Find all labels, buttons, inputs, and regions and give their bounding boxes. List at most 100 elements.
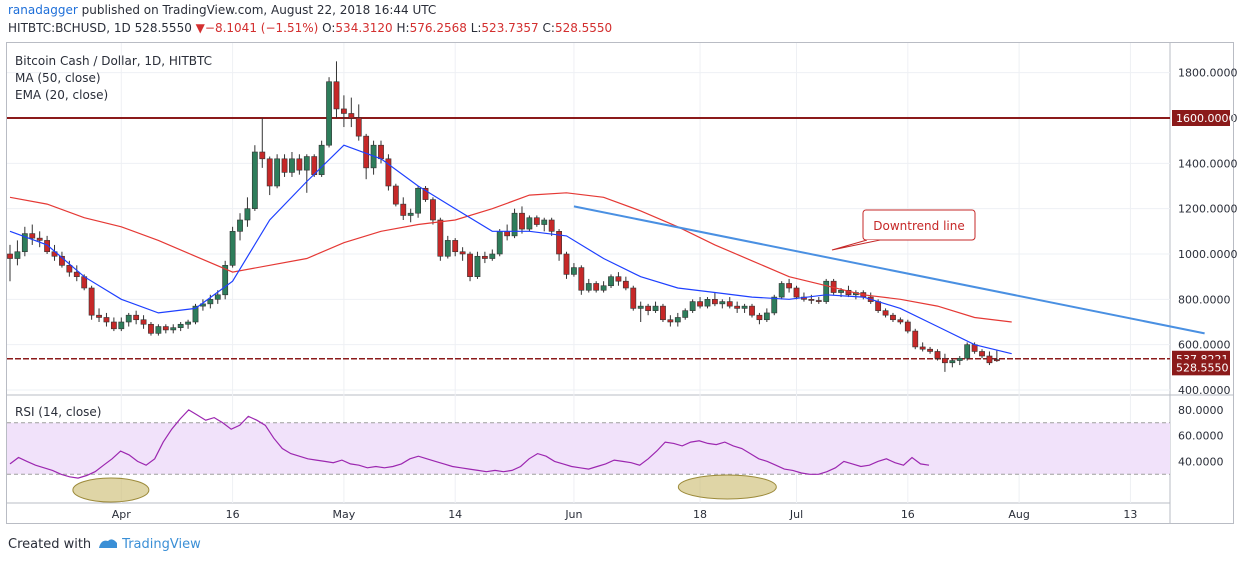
candle-down — [59, 255, 65, 266]
candle-up — [600, 285, 607, 291]
last-price-label: 528.5550 — [1176, 361, 1229, 374]
candle-down — [622, 280, 629, 289]
candle-up — [222, 265, 229, 296]
candle-down — [578, 267, 585, 291]
price-tick-label: 1000.0000 — [1178, 248, 1238, 261]
candle-up — [838, 289, 844, 293]
rsi-tick-label: 80.0000 — [1178, 404, 1224, 417]
rsi-band-fill — [7, 422, 1170, 475]
candle-up — [118, 321, 125, 330]
candle-down — [986, 355, 993, 364]
candle-down — [556, 231, 562, 255]
candle-down — [162, 326, 169, 331]
candle-up — [823, 280, 830, 302]
candle-down — [533, 217, 540, 225]
candle-down — [897, 319, 904, 323]
high-label: H: — [396, 21, 410, 35]
candle-up — [318, 144, 325, 175]
candle-down — [815, 300, 822, 302]
candle-down — [36, 237, 43, 241]
candle-down — [400, 203, 407, 216]
time-tick-label: 14 — [448, 508, 462, 521]
downtrend-line — [573, 205, 1205, 335]
author-link[interactable]: ranadagger — [8, 3, 78, 17]
level-label: 1600.0000 — [1176, 112, 1236, 125]
candle-up — [585, 283, 592, 291]
candle-down — [726, 301, 733, 307]
price-tick-label: 600.0000 — [1178, 339, 1231, 352]
candle-up — [489, 253, 496, 259]
candle-up — [125, 314, 132, 323]
candle-down — [29, 233, 36, 239]
candle-up — [682, 310, 689, 318]
candle-down — [96, 314, 102, 318]
candle-up — [185, 321, 191, 325]
ma50-line — [9, 192, 1012, 323]
candle-down — [630, 287, 637, 309]
candle-down — [7, 253, 13, 259]
candle-down — [904, 321, 911, 332]
candle-up — [229, 231, 236, 266]
low-label: L: — [470, 21, 482, 35]
candle-down — [504, 231, 511, 237]
candles — [7, 61, 1000, 372]
candle-down — [467, 253, 473, 277]
triangle-down-icon: ▼ — [195, 21, 205, 35]
tradingview-link[interactable]: TradingView — [122, 537, 201, 552]
candle-up — [474, 255, 481, 277]
price-tick-label: 1400.0000 — [1178, 157, 1238, 170]
close-value: 528.5550 — [554, 21, 613, 35]
candle-up — [155, 326, 162, 334]
candle-down — [875, 301, 882, 311]
candle-up — [778, 283, 785, 298]
candle-down — [845, 289, 852, 296]
candle-up — [21, 233, 28, 253]
candle-down — [355, 117, 362, 137]
candle-down — [259, 151, 266, 160]
candle-down — [73, 271, 80, 277]
candle-up — [652, 305, 659, 311]
price-change: −8.1041 (−1.51%) — [204, 21, 319, 35]
candle-down — [786, 283, 792, 289]
candle-up — [674, 317, 681, 323]
time-tick-label: 18 — [693, 508, 707, 521]
annotations: Downtrend line — [573, 205, 1205, 335]
candle-down — [519, 212, 525, 230]
time-tick-label: Aug — [1008, 508, 1029, 521]
candle-down — [667, 319, 674, 323]
oversold-highlight — [72, 477, 150, 503]
candle-down — [378, 144, 384, 160]
time-tick-label: 13 — [1123, 508, 1137, 521]
price-tick-label: 1800.0000 — [1178, 67, 1238, 80]
candle-down — [452, 240, 459, 253]
candle-down — [103, 317, 110, 323]
candle-down — [110, 321, 117, 330]
candle-up — [192, 305, 199, 323]
candle-down — [296, 158, 303, 171]
candle-down — [711, 299, 718, 305]
candle-down — [734, 305, 741, 309]
candle-up — [956, 357, 963, 361]
candle-down — [919, 346, 926, 350]
candle-down — [422, 187, 429, 200]
candle-up — [244, 208, 251, 221]
last-price-bg — [1172, 359, 1230, 376]
time-tick-label: Apr — [112, 508, 132, 521]
indicator-lines — [9, 144, 1012, 479]
axes: 400.0000 600.0000 800.0000 1000.0000 1200.00… — [112, 67, 1238, 521]
candle-down — [548, 219, 555, 232]
candle-down — [645, 305, 652, 311]
price-tick-label: 800.0000 — [1178, 293, 1231, 306]
time-tick-label: Jul — [789, 508, 803, 521]
candle-up — [719, 301, 726, 305]
candle-down — [266, 158, 273, 187]
legend-title: Bitcoin Cash / Dollar, 1D, HITBTC — [15, 54, 212, 68]
candle-up — [526, 217, 533, 230]
rsi-line — [9, 409, 930, 479]
time-tick-label: Jun — [564, 508, 582, 521]
candle-up — [207, 299, 214, 305]
candle-down — [890, 314, 896, 321]
candle-up — [704, 299, 711, 307]
candle-up — [763, 312, 770, 321]
